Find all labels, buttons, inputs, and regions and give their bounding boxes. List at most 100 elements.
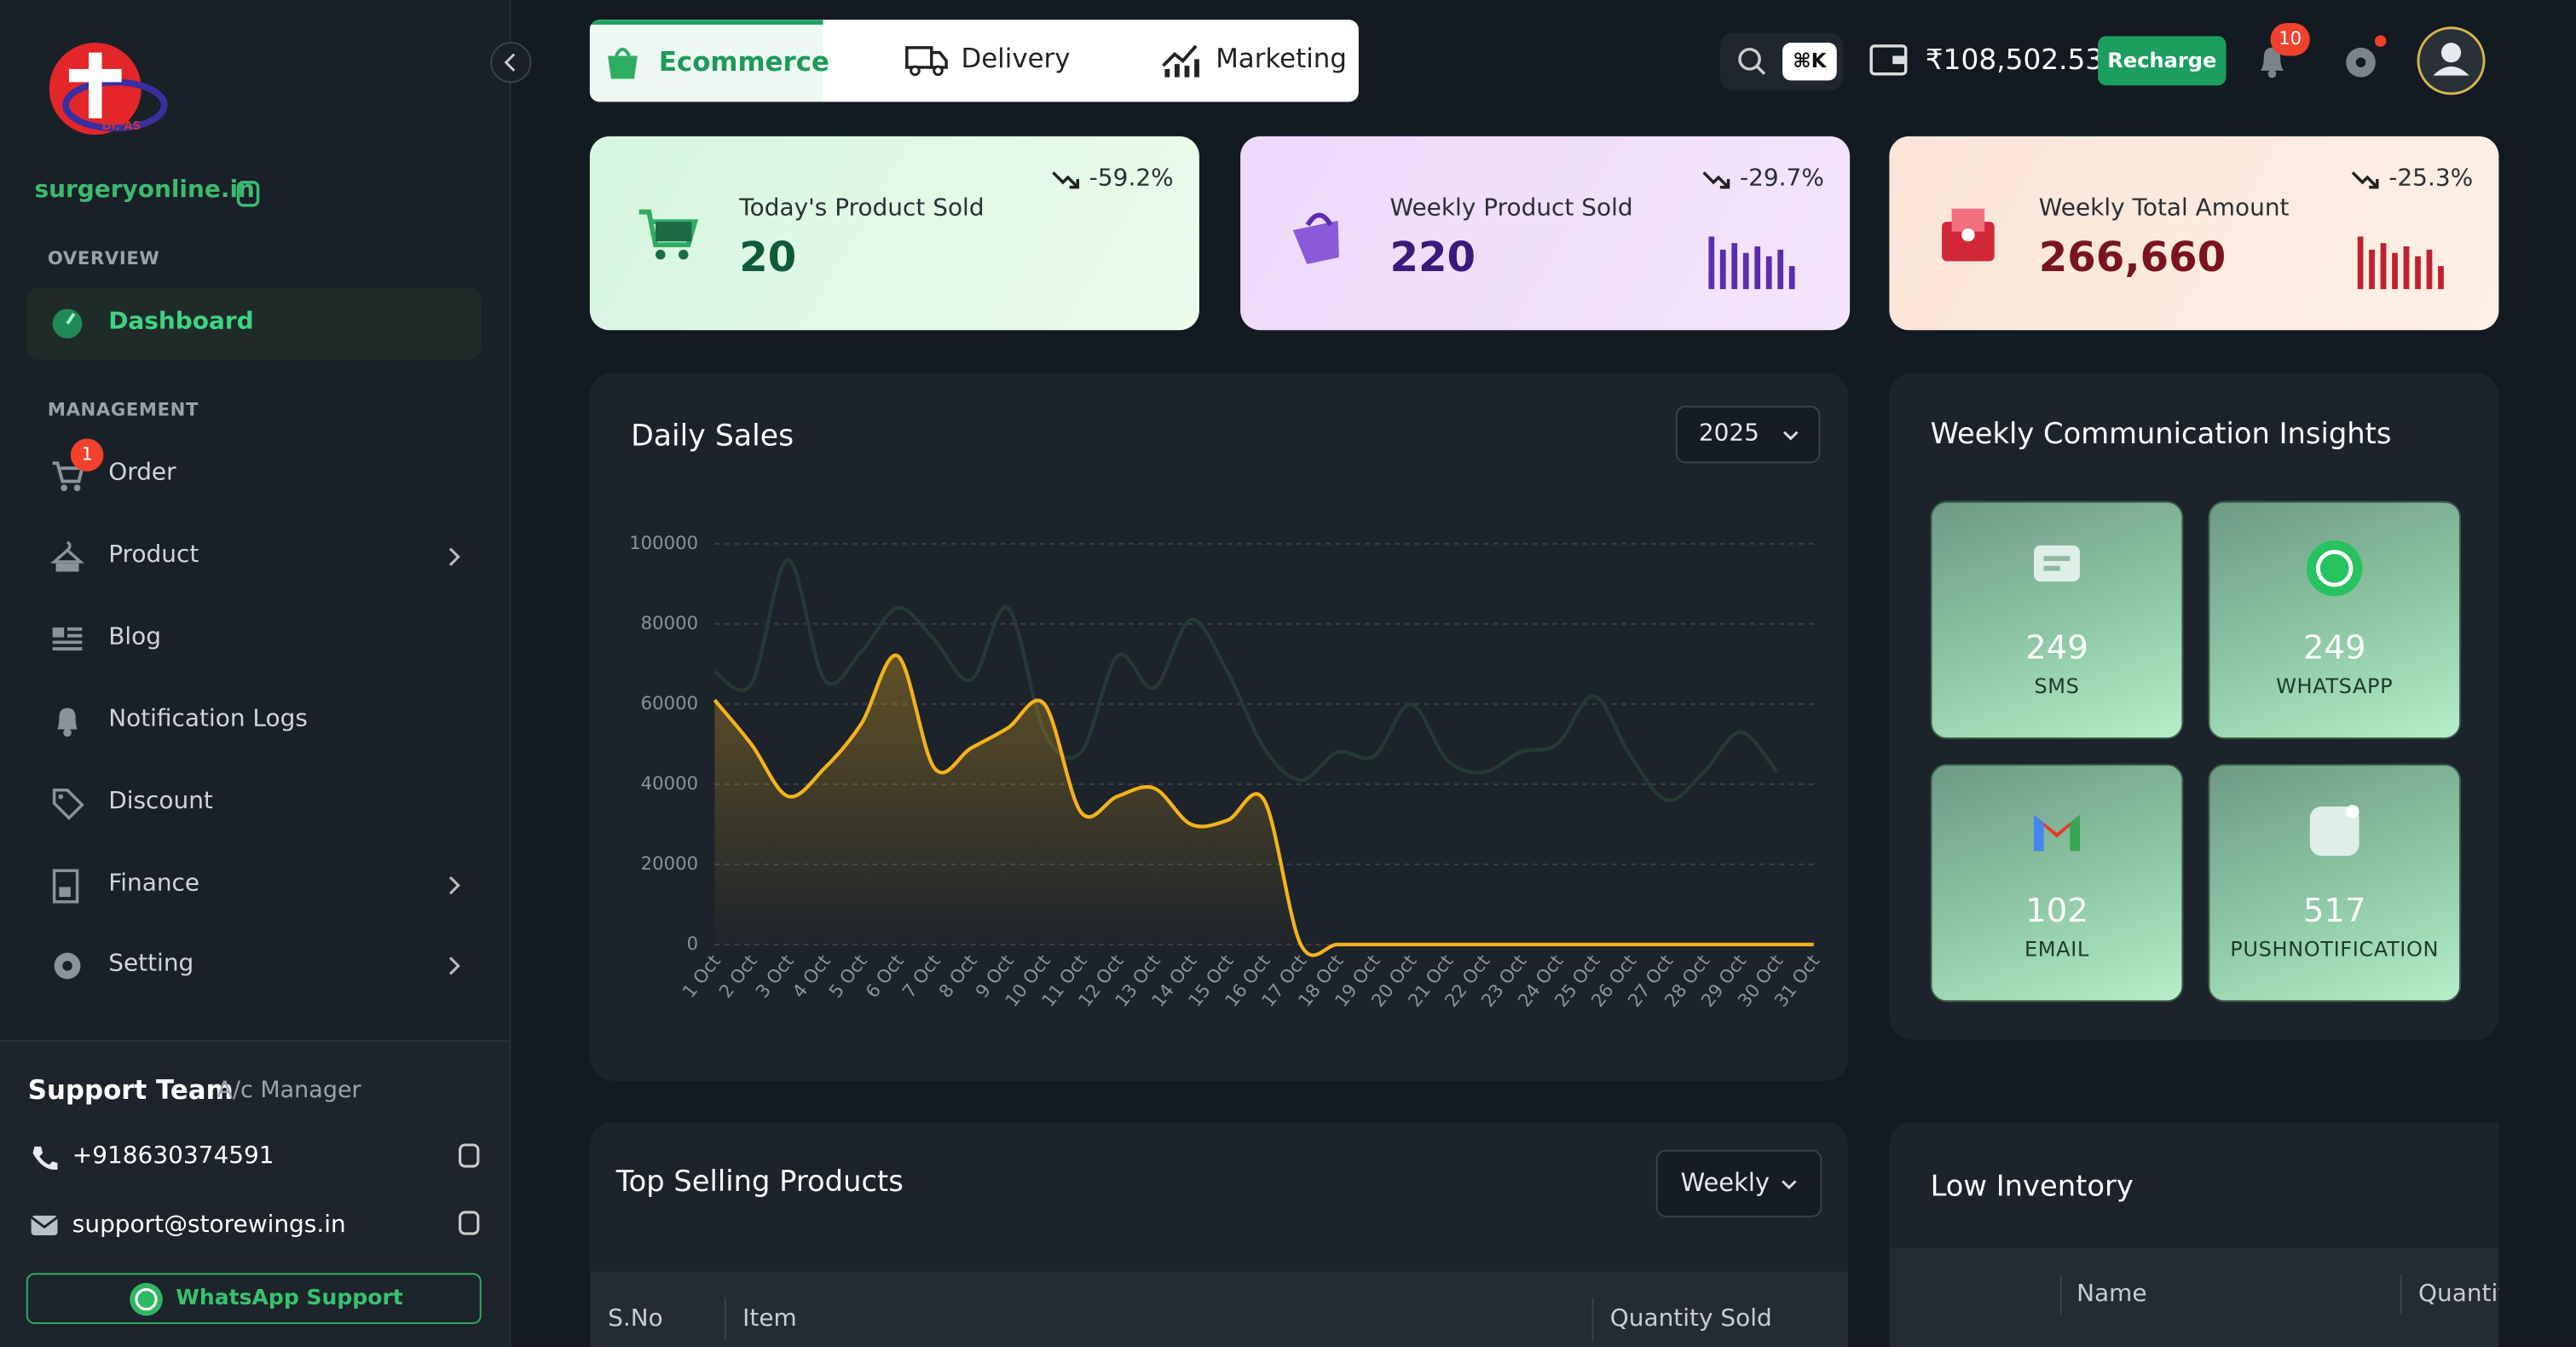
nav-label: Discount [108, 788, 213, 814]
x-tick-label: 6 Oct [861, 951, 908, 1002]
shape [1308, 215, 1331, 225]
daily-sales-panel: Daily Sales 0200004000060000800001000001… [590, 373, 1848, 1080]
panel-title: Top Selling Products [616, 1166, 904, 1200]
spark-bar [1777, 250, 1783, 289]
spark-bar [2358, 236, 2364, 289]
section-title: MANAGEMENT [48, 399, 199, 420]
recharge-button[interactable]: Recharge [2098, 36, 2226, 85]
collapse-button[interactable] [488, 39, 534, 85]
icon [604, 41, 640, 80]
tab[interactable]: Marketing [1148, 20, 1359, 101]
trend-icon [2351, 169, 2381, 192]
x-tick-label: 4 Oct [788, 951, 835, 1002]
shape [130, 1283, 163, 1316]
copy-icon[interactable] [457, 1209, 483, 1239]
separator [2060, 1275, 2062, 1314]
shape [656, 222, 691, 241]
top-selling-panel: Top Selling Products Weekly S.No Item Qu… [590, 1122, 1848, 1347]
tab[interactable]: Delivery [886, 20, 1100, 101]
x-tick-label: 8 Oct [934, 951, 981, 1002]
y-tick-label: 80000 [641, 612, 698, 633]
shape [1704, 172, 1729, 187]
shape [55, 542, 81, 562]
chart: Daily Sales 0200004000060000800001000001… [590, 373, 1848, 1080]
avatar[interactable] [2415, 25, 2487, 97]
badge: 1 [71, 438, 104, 471]
nav-item[interactable]: Blog [26, 603, 482, 675]
shape [608, 56, 638, 79]
shape [59, 887, 70, 897]
nav-label: Product [108, 542, 199, 569]
shape [32, 1216, 58, 1235]
nav-item[interactable]: Finance [26, 848, 482, 921]
icon [49, 305, 85, 341]
channel-value: 517 [2209, 890, 2459, 929]
nav-item[interactable]: Dashboard [26, 287, 482, 360]
icon [1160, 39, 1203, 78]
shape [2441, 43, 2461, 62]
shape [63, 728, 72, 737]
spark-bar [1743, 253, 1749, 289]
icon [49, 539, 85, 575]
nav-item[interactable]: Setting [26, 930, 482, 1003]
separator [725, 1298, 726, 1340]
nav-item[interactable]: Product [26, 521, 482, 593]
spark-bar [2381, 243, 2387, 289]
channel-value: 102 [1932, 890, 2182, 929]
mail-icon [30, 1214, 60, 1237]
column-header: Quantity [2418, 1281, 2498, 1308]
select-value: 2025 [1699, 420, 1759, 447]
shape [679, 250, 689, 260]
shape [450, 958, 459, 974]
shape [56, 564, 79, 572]
shape [656, 250, 666, 260]
stat-title: Weekly Total Amount [2039, 195, 2290, 222]
copy-icon[interactable] [457, 1142, 483, 1171]
shape [1782, 1181, 1795, 1188]
shape [2375, 35, 2386, 46]
spark-bar [1789, 266, 1795, 289]
brand: surgeryonline.in [34, 177, 254, 204]
icon [2027, 539, 2086, 598]
copy-icon[interactable] [235, 179, 262, 209]
shape [932, 53, 946, 67]
shape [238, 182, 257, 205]
y-tick-label: 100000 [629, 532, 698, 553]
period-select[interactable]: Weekly [1656, 1150, 1822, 1217]
shape [934, 66, 943, 75]
stat-value: 20 [739, 234, 796, 281]
tab-active[interactable]: Ecommerce [590, 20, 823, 101]
shape [1185, 66, 1190, 77]
year-select[interactable]: 2025 [1676, 406, 1821, 463]
wallet-icon [1868, 41, 1910, 80]
nav-label: Notification Logs [108, 706, 308, 732]
channel-value: 249 [2209, 627, 2459, 667]
support-panel: Support Team A/c Manager +918630374591 s… [0, 1040, 509, 1347]
shape [55, 789, 83, 818]
phone-icon [30, 1143, 60, 1173]
whatsapp-button[interactable]: WhatsApp Support [26, 1273, 482, 1324]
chevron [447, 545, 463, 568]
icon [49, 784, 85, 820]
spark-bar [1754, 246, 1760, 289]
panel-title: Low Inventory [1931, 1171, 2134, 1205]
nav-item[interactable]: Notification Logs [26, 685, 482, 757]
nav-label: Blog [108, 624, 161, 650]
trend-icon [1051, 169, 1081, 192]
shape [2034, 546, 2080, 581]
nav-item[interactable]: Discount [26, 766, 482, 839]
shortcut: ⌘K [1782, 43, 1837, 80]
nav-item[interactable]: Order1 [26, 438, 482, 511]
channel-label: EMAIL [1932, 936, 2182, 961]
settings-icon[interactable] [2341, 33, 2394, 86]
nav-label: Order [108, 460, 176, 487]
low-inventory-panel: Low Inventory Name Quantity [1889, 1122, 2498, 1347]
stat-title: Today's Product Sold [739, 195, 984, 222]
shape [1784, 432, 1797, 439]
channel-label: PUSHNOTIFICATION [2209, 936, 2459, 961]
search[interactable]: ⌘K [1720, 33, 1844, 90]
shape [911, 66, 920, 75]
shape [1757, 66, 1765, 74]
tab-label: Ecommerce [659, 46, 829, 78]
notification-badge: 10 [2271, 23, 2310, 56]
